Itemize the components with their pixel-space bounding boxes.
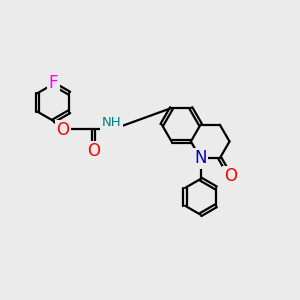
Text: N: N	[194, 149, 207, 167]
Text: O: O	[56, 122, 69, 140]
Text: NH: NH	[101, 116, 121, 130]
Text: O: O	[87, 142, 100, 160]
Text: F: F	[49, 74, 58, 92]
Text: O: O	[224, 167, 237, 185]
